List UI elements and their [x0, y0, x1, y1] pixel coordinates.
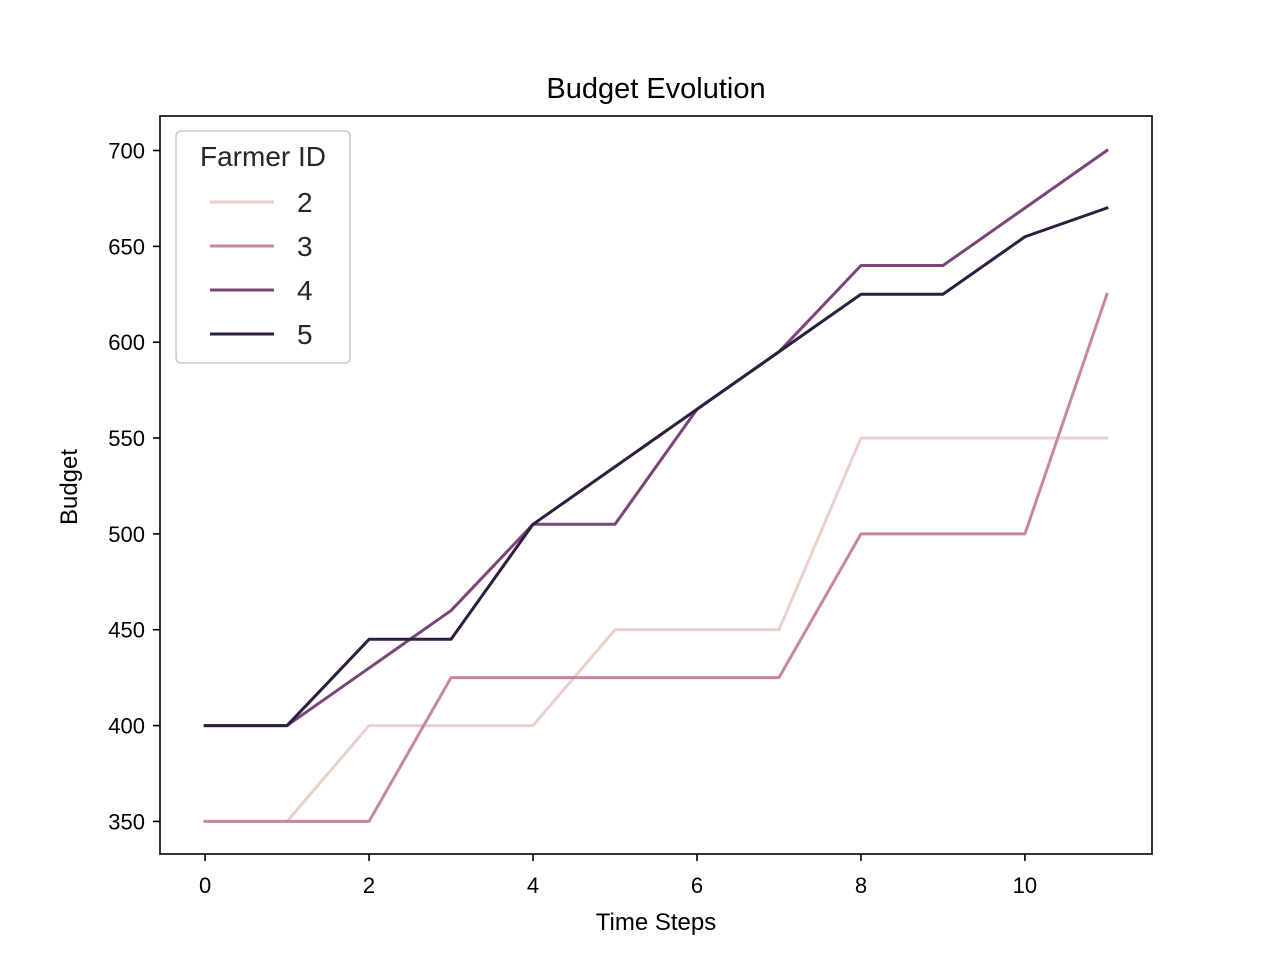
y-tick-label: 550: [108, 426, 145, 451]
legend-label-2: 2: [297, 187, 313, 218]
y-axis: 350 400 450 500 550 600 650 700: [108, 139, 160, 834]
y-tick-label: 600: [108, 330, 145, 355]
y-tick-label: 500: [108, 522, 145, 547]
y-axis-label: Budget: [56, 449, 83, 525]
legend-title: Farmer ID: [200, 141, 326, 172]
series-line-4: [203, 148, 1109, 728]
x-tick-label: 6: [691, 873, 703, 898]
x-tick-label: 10: [1013, 873, 1037, 898]
x-tick-label: 2: [363, 873, 375, 898]
chart-title: Budget Evolution: [546, 73, 765, 105]
legend: Farmer ID 2 3 4 5: [175, 130, 351, 364]
series-line-5: [203, 206, 1109, 728]
x-axis: 0 2 4 6 8 10: [199, 854, 1037, 898]
x-tick-label: 8: [855, 873, 867, 898]
plot-area: [203, 148, 1109, 823]
x-axis-label: Time Steps: [596, 909, 716, 936]
legend-label-3: 3: [297, 231, 313, 262]
axes-frame: [159, 115, 1153, 855]
series-line-3: [203, 292, 1109, 823]
y-tick-label: 350: [108, 809, 145, 834]
y-tick-label: 650: [108, 234, 145, 259]
legend-label-4: 4: [297, 275, 313, 306]
x-tick-label: 4: [527, 873, 539, 898]
x-tick-label: 0: [199, 873, 211, 898]
y-tick-label: 450: [108, 618, 145, 643]
y-tick-label: 400: [108, 714, 145, 739]
y-tick-label: 700: [108, 139, 145, 164]
series-line-2: [203, 436, 1109, 823]
legend-label-5: 5: [297, 319, 313, 350]
